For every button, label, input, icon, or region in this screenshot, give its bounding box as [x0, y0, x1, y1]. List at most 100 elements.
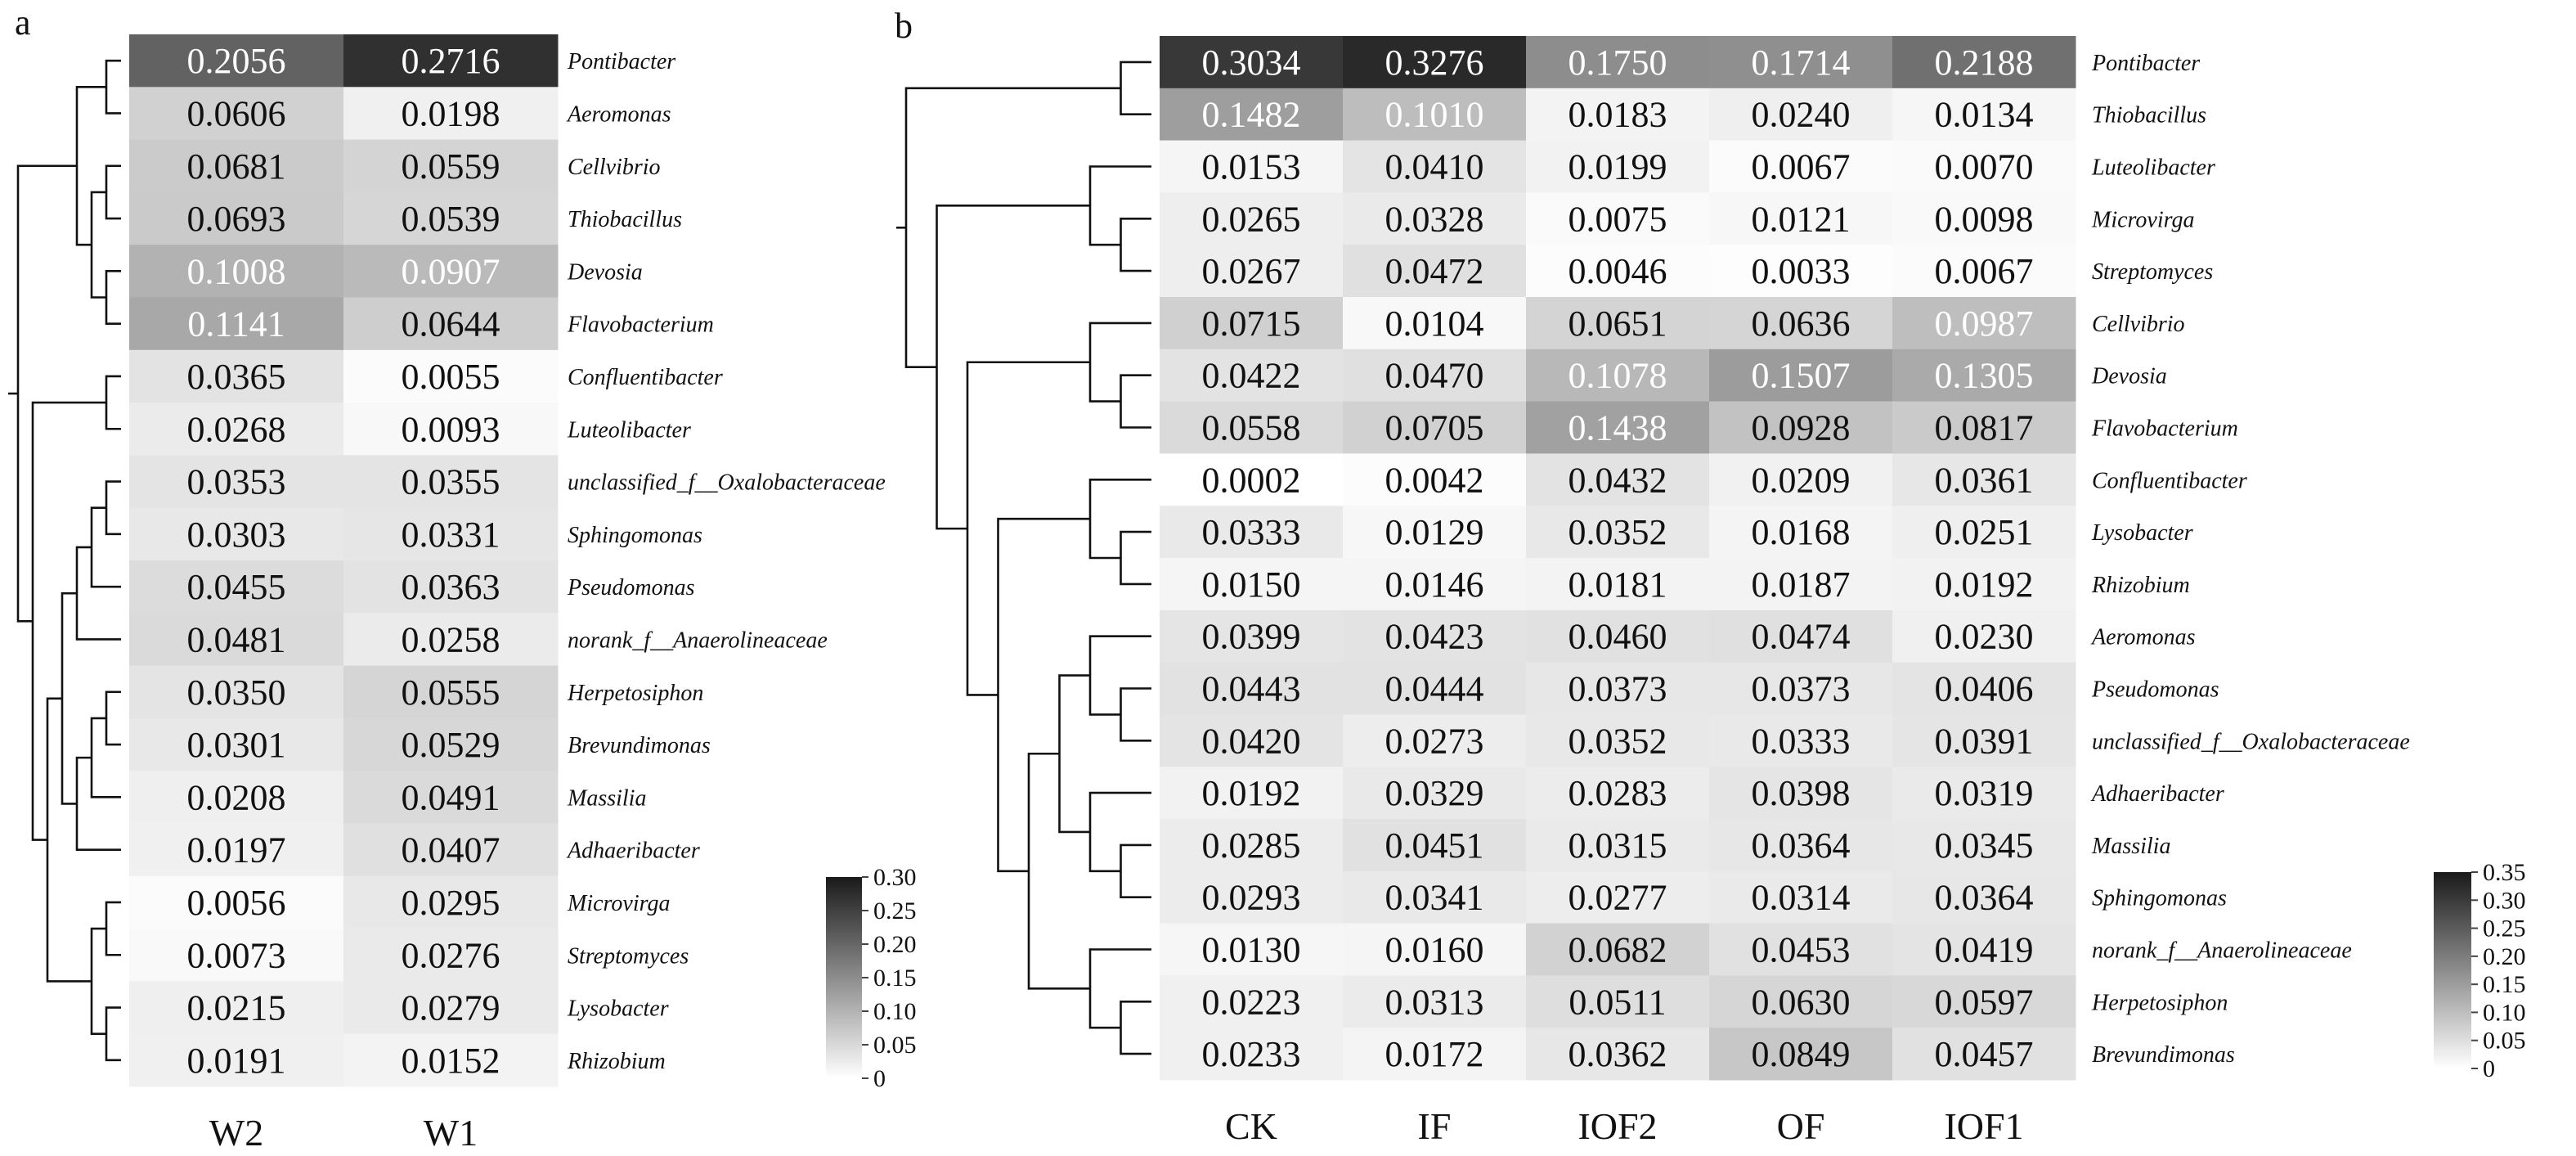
row-label: Flavobacterium [567, 313, 714, 338]
dendrogram-branch [105, 270, 121, 325]
heatmap-cell [1892, 609, 2076, 663]
heatmap-cell [1526, 297, 1710, 350]
heatmap-cell [1709, 714, 1893, 767]
heatmap-cell [343, 1033, 559, 1087]
cell-value-label: 0.0073 [187, 935, 286, 975]
cell-value-label: 0.0267 [1202, 251, 1301, 291]
heatmap-cell [1526, 192, 1710, 245]
dendrogram-branch [1120, 687, 1151, 742]
cell-value-label: 0.0470 [1385, 356, 1484, 396]
cell-value-label: 0.0258 [402, 619, 500, 659]
heatmap-cell [1526, 923, 1710, 976]
row-label: Streptomyces [568, 943, 689, 969]
cell-value-label: 0.0651 [1568, 304, 1667, 344]
dendrogram-branch [46, 697, 92, 983]
heatmap-cell [343, 665, 559, 719]
cell-value-label: 0.0230 [1935, 617, 2034, 657]
cell-value-label: 0.2716 [402, 41, 500, 81]
cell-value-label: 0.0273 [1385, 721, 1484, 761]
row-label: Devosia [2091, 364, 2167, 389]
row-label: Thiobacillus [2092, 103, 2206, 128]
row-label: unclassified_f__Oxalobacteraceae [568, 470, 886, 496]
heatmap-cell [1892, 349, 2076, 403]
heatmap-cell [1709, 245, 1893, 298]
dendrogram-branch [105, 901, 121, 956]
dendrogram-branch [105, 690, 121, 746]
cell-value-label: 0.0453 [1752, 930, 1851, 970]
colorbar-tick-label: 0.10 [873, 998, 917, 1025]
cell-value-label: 0.0129 [1385, 512, 1484, 552]
cell-value-label: 0.0472 [1385, 251, 1484, 291]
cell-value-label: 0.1714 [1752, 43, 1851, 83]
colorbar-tick-label: 0.15 [873, 965, 917, 992]
row-label: Thiobacillus [568, 207, 682, 232]
heatmap-cell [1526, 36, 1710, 89]
cell-value-label: 0.0070 [1935, 147, 2034, 187]
column-label: IF [1418, 1105, 1452, 1147]
column-label: CK [1225, 1105, 1277, 1147]
cell-value-label: 0.0350 [187, 672, 286, 713]
cell-value-label: 0.0364 [1935, 878, 2034, 918]
dendrogram-branch [904, 87, 1121, 369]
cell-value-label: 0.0046 [1568, 251, 1667, 291]
row-label: Microvirga [567, 891, 670, 916]
heatmap-cell [1160, 870, 1344, 924]
heatmap-cell [343, 245, 559, 298]
cell-value-label: 0.0364 [1752, 825, 1851, 866]
heatmap-cell [1160, 1028, 1344, 1081]
cell-value-label: 0.0432 [1568, 460, 1667, 500]
heatmap-cell [1892, 140, 2076, 193]
heatmap-cell [1709, 767, 1893, 820]
cell-value-label: 0.3276 [1385, 43, 1484, 83]
row-label: Luteolibacter [567, 417, 691, 443]
row-label: Adhaeribacter [566, 839, 700, 864]
heatmap-cell [343, 139, 559, 193]
heatmap-cell [1343, 975, 1527, 1028]
heatmap-cell [1526, 1028, 1710, 1081]
cell-value-label: 0.0152 [402, 1041, 500, 1081]
dendrogram-branch [31, 401, 106, 841]
dendrogram-branch [1120, 843, 1151, 898]
dendrogram-branch [75, 756, 121, 851]
row-label: Adhaeribacter [2090, 781, 2224, 807]
cell-value-label: 0.0559 [402, 146, 500, 187]
row-label: Confluentibacter [568, 365, 723, 390]
row-label: Rhizobium [567, 1049, 666, 1074]
cell-value-label: 0.0331 [402, 515, 500, 555]
cell-value-label: 0.0172 [1385, 1034, 1484, 1074]
heatmap-cell [129, 403, 344, 456]
heatmap-cell [1526, 714, 1710, 767]
cell-value-label: 0.0443 [1202, 669, 1301, 709]
heatmap-cell [129, 297, 344, 351]
heatmap-cell [1709, 870, 1893, 924]
heatmap-cell [1343, 609, 1527, 663]
heatmap-cell [1526, 401, 1710, 454]
heatmap-cell [1892, 558, 2076, 611]
cell-value-label: 0.1482 [1202, 95, 1301, 135]
cell-value-label: 0.0398 [1752, 773, 1851, 813]
cell-value-label: 0.0150 [1202, 565, 1301, 605]
heatmap-cell [1343, 297, 1527, 350]
cell-value-label: 0.0285 [1202, 825, 1301, 866]
cell-value-label: 0.0191 [187, 1041, 286, 1081]
cell-value-label: 0.0481 [187, 619, 286, 659]
heatmap-cell [343, 507, 559, 561]
colorbar-tick-label: 0.15 [2483, 971, 2526, 998]
heatmap-cell [1709, 819, 1893, 872]
cell-value-label: 0.0419 [1935, 930, 2034, 970]
cell-value-label: 0.0153 [1202, 147, 1301, 187]
dendrogram-branch [1120, 61, 1151, 115]
heatmap-cell [1343, 245, 1527, 298]
dendrogram-branch [997, 517, 1090, 873]
heatmap-cell [1160, 975, 1344, 1028]
row-label: Lysobacter [2091, 520, 2193, 546]
row-label: Pseudomonas [2091, 677, 2219, 703]
dendrogram-branch [105, 59, 121, 115]
cell-value-label: 0.3034 [1202, 43, 1301, 83]
row-label: norank_f__Anaerolineaceae [2092, 938, 2352, 964]
heatmap-cell [1892, 453, 2076, 506]
cell-value-label: 0.0365 [187, 357, 286, 397]
cell-value-label: 0.0353 [187, 462, 286, 502]
heatmap-cell [343, 191, 559, 245]
row-label: Sphingomonas [568, 523, 702, 548]
